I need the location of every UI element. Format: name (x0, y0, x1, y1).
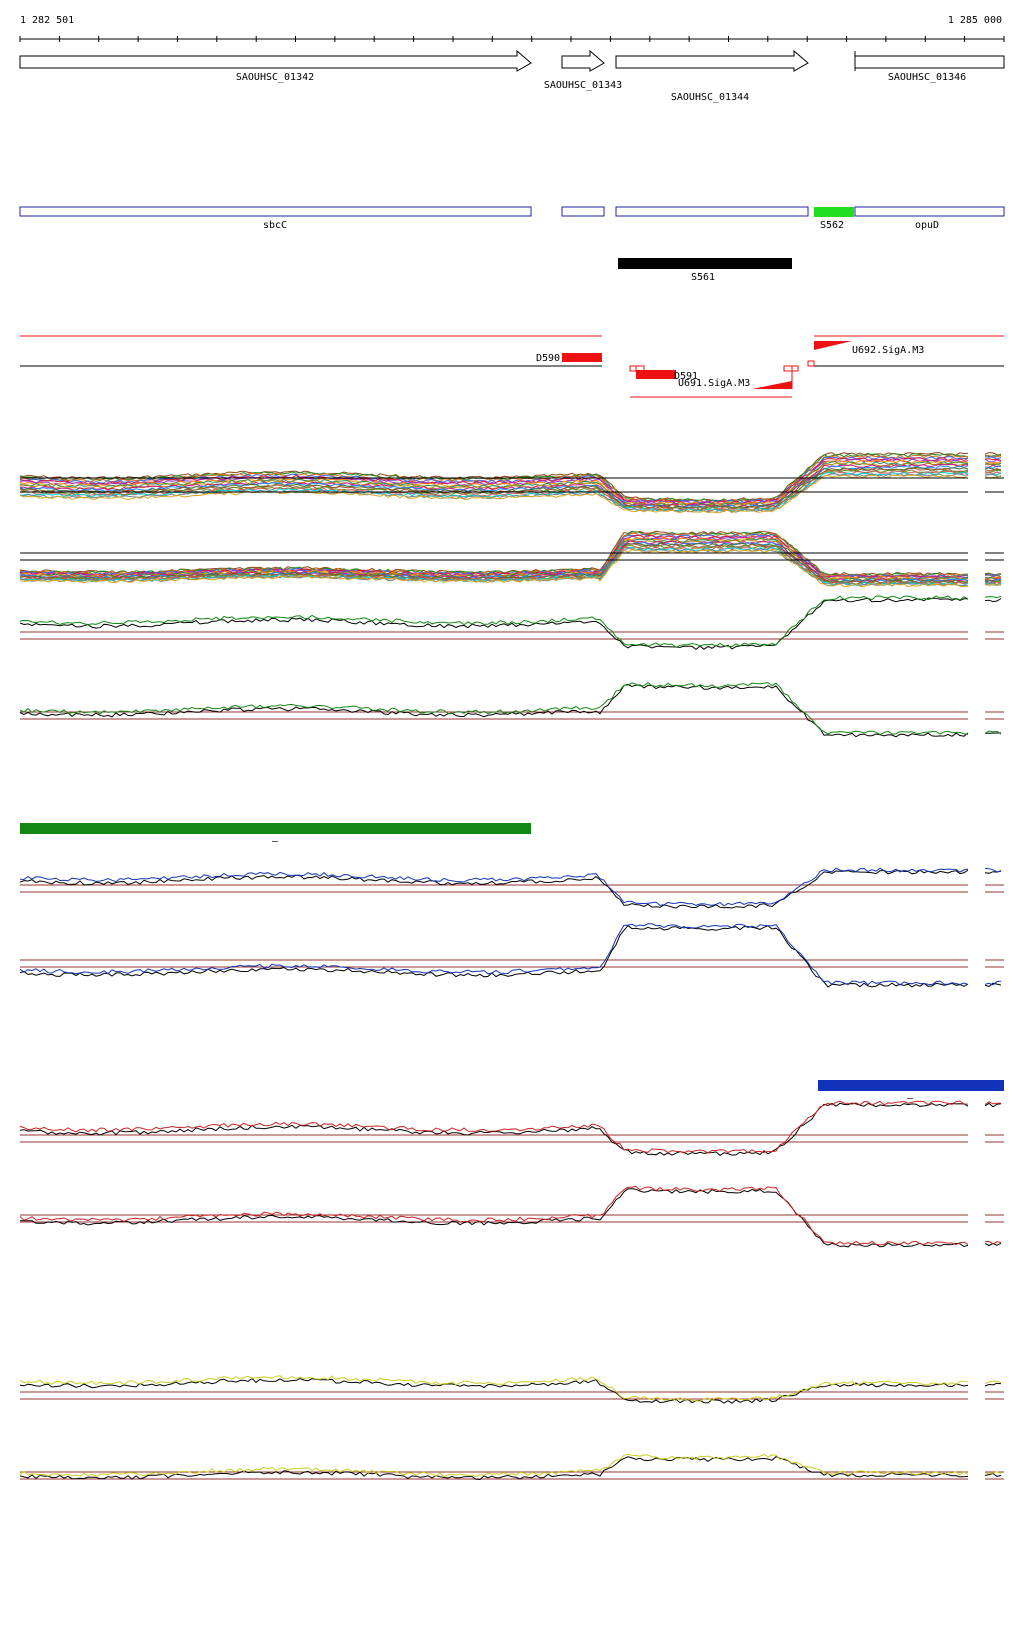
feature-U691-wedge[interactable] (752, 381, 792, 389)
blue-track-up-black (19, 924, 969, 988)
multi-track-top-tail (984, 474, 1002, 479)
ruler-ticks (19, 36, 1005, 42)
annotation-sbcC[interactable] (19, 206, 532, 217)
feature-U692-wedge[interactable] (814, 341, 852, 350)
green-condition-bar (20, 823, 531, 834)
annotation-opuD[interactable] (854, 206, 1005, 217)
feature-U692-label: U692.SigA.M3 (852, 345, 924, 356)
gene-arrow-4[interactable] (854, 51, 1005, 71)
blue-track-down-black (19, 869, 969, 909)
feature-track: D590 D591 U691.SigA.M3 U692.SigA.M3 (20, 335, 1004, 398)
feature-small-box-2 (635, 365, 645, 372)
multi-track-bottom-tail (984, 574, 1002, 578)
yellow-track-up-black (19, 1456, 969, 1481)
multi-track-top (19, 474, 969, 514)
feature-small-box-3 (783, 365, 793, 372)
gene-label-2: SAOUHSC_01343 (544, 80, 622, 91)
multi-track-top (19, 470, 969, 512)
gene-arrow-3[interactable] (615, 49, 809, 72)
red-track-down-black (19, 1102, 969, 1157)
multi-track-top-tail (984, 471, 1002, 475)
blue-bar-mark: – (907, 1093, 914, 1104)
yellow-track-down (19, 1375, 969, 1402)
multi-track-bottom (19, 547, 969, 587)
annotation-sbcC-label: sbcC (263, 220, 287, 231)
yellow-track-down-black-tail (984, 1382, 1002, 1387)
feature-D590[interactable] (562, 353, 602, 362)
gene-label-1: SAOUHSC_01342 (236, 72, 314, 83)
yellow-track-up-black-tail (984, 1472, 1002, 1477)
multi-track-top (19, 454, 969, 503)
green-bar-mark: – (272, 836, 279, 847)
multi-track-top-tail (984, 458, 1002, 463)
blue-track-down-tail (984, 867, 1002, 873)
multi-track-bottom (19, 531, 969, 577)
multi-track-bottom-tail (984, 582, 1002, 586)
green-track-up-tail (984, 730, 1002, 735)
blue-track-up-tail (984, 980, 1002, 986)
multi-track-top (19, 462, 969, 508)
red-track-up-tail (984, 1240, 1002, 1245)
multi-track-top-tail (984, 458, 1002, 461)
green-track-down-black-tail (984, 598, 1002, 603)
feature-D590-label: D590 (536, 353, 560, 364)
red-track-down-black-tail (984, 1102, 1002, 1108)
annotation-track: sbcC S562 opuD S561 (19, 206, 1005, 283)
multi-track-top (19, 453, 969, 502)
red-track-up (19, 1185, 969, 1246)
multi-track-bottom-tail (984, 573, 1002, 577)
multi-track-top-tail (984, 456, 1002, 460)
blue-track-up-black-tail (984, 982, 1002, 987)
multi-track-top (19, 471, 969, 513)
blue-condition-bar (818, 1080, 1004, 1091)
feature-U691-label: U691.SigA.M3 (678, 378, 750, 389)
green-track-down (19, 595, 969, 648)
feature-small-box-4 (791, 365, 799, 372)
multi-track-bottom-tail (984, 583, 1002, 586)
feature-D591-label: D591 (674, 371, 698, 382)
annotation-box-2[interactable] (561, 206, 605, 217)
gene-label-4: SAOUHSC_01346 (888, 72, 966, 83)
gene-label-3: SAOUHSC_01344 (671, 92, 749, 103)
annotation-box-3[interactable] (615, 206, 809, 217)
green-track-up-black (19, 683, 969, 738)
red-track-up-black (20, 1188, 969, 1248)
yellow-track-up (19, 1453, 969, 1478)
yellow-track-down-tail (984, 1380, 1002, 1385)
yellow-track-up-tail (984, 1471, 1002, 1475)
multi-track-bottom (19, 548, 969, 588)
red-track-up-black-tail (984, 1242, 1002, 1247)
green-track-down-tail (984, 595, 1002, 599)
red-track-down (19, 1100, 968, 1154)
yellow-track-down-black (19, 1377, 969, 1404)
expression-tracks (19, 452, 1004, 1481)
multi-track-top (19, 461, 969, 507)
annotation-S561-label: S561 (691, 272, 715, 283)
coordinate-ruler: 1 282 501 1 285 000 (19, 15, 1005, 42)
feature-D591[interactable] (636, 370, 676, 379)
blue-track-down (19, 867, 969, 907)
annotation-S562-label: S562 (820, 220, 844, 231)
multi-track-top-tail (984, 467, 1002, 472)
feature-small-box-5 (807, 360, 815, 367)
multi-track-top-tail (984, 465, 1002, 469)
red-track-down-tail (984, 1101, 1002, 1105)
annotation-opuD-label: opuD (915, 220, 939, 231)
multi-track-top-tail (984, 463, 1002, 467)
ruler-end-label: 1 285 000 (948, 15, 1002, 26)
feature-small-box-1 (629, 365, 637, 372)
blue-track-up (19, 923, 969, 986)
green-track-down-black (19, 597, 969, 651)
multi-track-bottom (19, 532, 969, 578)
gene-track: SAOUHSC_01342 SAOUHSC_01343 SAOUHSC_0134… (19, 49, 1005, 103)
green-track-up (19, 682, 969, 736)
annotation-S561[interactable] (618, 258, 792, 269)
gene-arrow-1[interactable] (19, 49, 532, 72)
annotation-S562[interactable] (814, 207, 854, 217)
ruler-start-label: 1 282 501 (20, 15, 74, 26)
gene-arrow-2[interactable] (561, 49, 605, 72)
